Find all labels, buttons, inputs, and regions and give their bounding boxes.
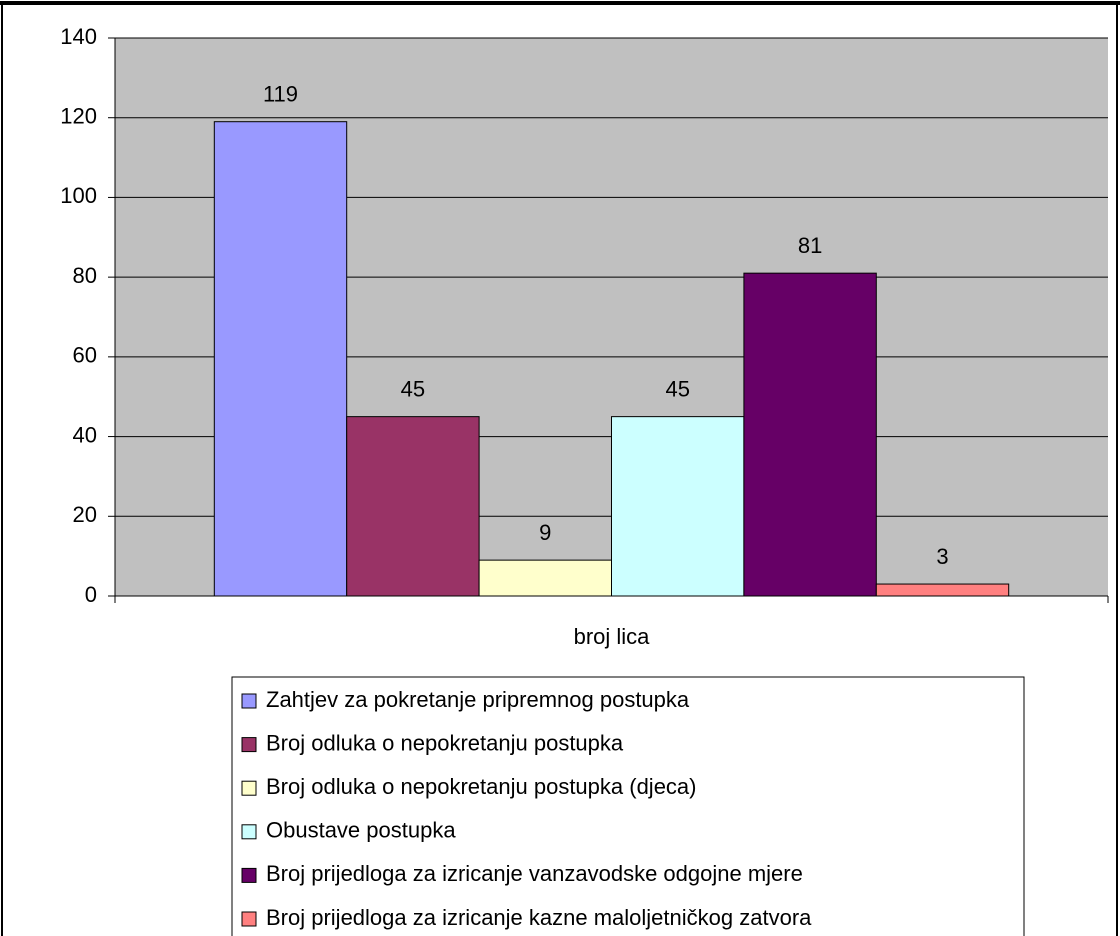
legend-label: Broj odluka o nepokretanju postupka (dje… bbox=[266, 774, 697, 799]
data-label: 45 bbox=[401, 376, 425, 401]
legend-swatch bbox=[241, 693, 257, 709]
legend-swatch bbox=[241, 780, 257, 796]
legend-label: Obustave postupka bbox=[266, 818, 456, 843]
bar bbox=[478, 559, 612, 597]
data-label: 119 bbox=[263, 82, 298, 107]
bar bbox=[346, 416, 480, 597]
y-tick-label: 140 bbox=[60, 24, 97, 49]
y-tick-label: 60 bbox=[73, 343, 97, 368]
bar bbox=[611, 416, 745, 597]
legend-label: Broj prijedloga za izricanje vanzavodske… bbox=[266, 861, 803, 886]
y-tick-label: 20 bbox=[73, 502, 97, 527]
bar bbox=[213, 121, 348, 597]
data-label: 81 bbox=[798, 233, 822, 258]
legend-label: Broj odluka o nepokretanju postupka bbox=[266, 730, 624, 755]
legend-swatch bbox=[241, 867, 257, 883]
x-tick-label: broj lica bbox=[574, 624, 651, 649]
y-tick-label: 0 bbox=[85, 582, 97, 607]
legend-swatch bbox=[241, 911, 257, 927]
bar bbox=[875, 583, 1010, 597]
legend-label: Zahtjev za pokretanje pripremnog postupk… bbox=[266, 687, 690, 712]
legend-box bbox=[231, 676, 1025, 936]
y-tick-label: 40 bbox=[73, 422, 97, 447]
y-tick-label: 80 bbox=[73, 263, 97, 288]
y-tick-label: 100 bbox=[60, 183, 97, 208]
legend-label: Broj prijedloga za izricanje kazne malol… bbox=[266, 905, 812, 930]
y-tick-label: 120 bbox=[60, 104, 97, 129]
data-label: 45 bbox=[665, 376, 689, 401]
legend-swatch bbox=[241, 824, 257, 840]
bar bbox=[743, 272, 877, 597]
data-label: 9 bbox=[539, 520, 551, 545]
legend-swatch bbox=[241, 737, 257, 753]
data-label: 3 bbox=[936, 544, 948, 569]
